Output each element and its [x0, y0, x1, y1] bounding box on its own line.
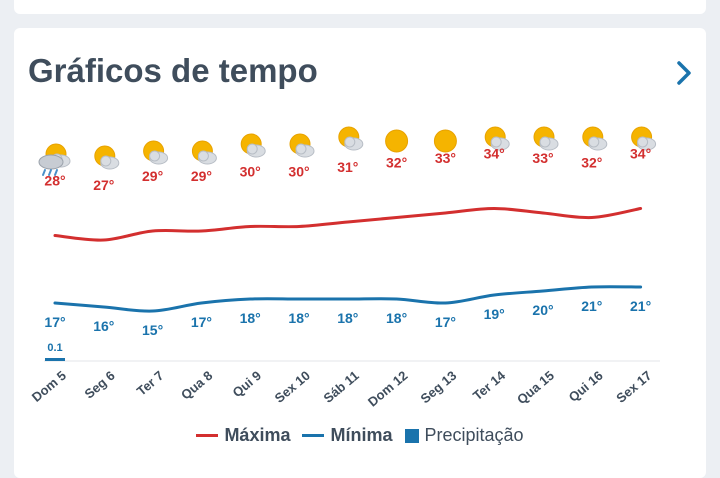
legend-max-label: Máxima: [224, 425, 291, 445]
legend-min-swatch: [302, 434, 325, 437]
max-temp-label: 30°: [240, 164, 261, 180]
max-temp-label: 33°: [435, 150, 456, 166]
sun-cloud-icon: [631, 126, 657, 151]
legend-precip-label: Precipitação: [424, 425, 524, 445]
max-temperature-line: [53, 206, 643, 242]
x-tick-label: Seg 6: [82, 368, 118, 402]
sun-icon: [385, 129, 409, 153]
max-temp-label: 34°: [484, 146, 505, 162]
x-tick-label: Ter 7: [134, 368, 167, 399]
chevron-right-icon[interactable]: [672, 58, 696, 88]
min-temp-label: 16°: [93, 318, 114, 334]
max-temp-label: 33°: [532, 150, 553, 166]
x-tick-label: Qui 9: [230, 368, 265, 400]
chart-legend: Máxima Mínima Precipitação: [14, 425, 706, 446]
legend-max-swatch: [196, 434, 219, 437]
x-tick-label: Qua 15: [514, 368, 557, 407]
min-temp-label: 18°: [337, 310, 358, 326]
x-tick-label: Sex 10: [272, 368, 313, 406]
sun-cloud-icon: [338, 126, 364, 151]
max-temp-label: 34°: [630, 146, 651, 162]
x-tick-label: Dom 5: [29, 368, 69, 405]
sun-cloud-icon: [143, 140, 169, 165]
min-temp-label: 20°: [532, 302, 553, 318]
max-temp-label: 29°: [142, 168, 163, 184]
min-temp-label: 17°: [44, 314, 65, 330]
sun-cloud-icon: [484, 126, 510, 151]
max-temp-label: 30°: [288, 164, 309, 180]
legend-precip[interactable]: Precipitação: [404, 425, 524, 446]
max-temp-label: 29°: [191, 168, 212, 184]
x-tick-label: Dom 12: [365, 368, 411, 410]
x-tick-label: Ter 14: [470, 367, 509, 403]
sun-icon: [433, 129, 457, 153]
weather-charts-card: Gráficos de tempo 28° 27° 29° 29° 30° 30° 31° 3…: [14, 28, 706, 478]
min-temp-label: 18°: [240, 310, 261, 326]
x-tick-label: Sáb 11: [321, 368, 362, 406]
x-tick-label: Qui 16: [566, 368, 606, 405]
max-temp-label: 32°: [386, 155, 407, 171]
max-temp-label: 27°: [93, 177, 114, 193]
max-temp-label: 28°: [44, 173, 65, 189]
legend-min-label: Mínima: [330, 425, 393, 445]
precipitation-bar: [45, 358, 65, 361]
sun-cloud-icon: [240, 133, 266, 158]
min-temp-label: 18°: [288, 310, 309, 326]
max-temp-label: 32°: [581, 155, 602, 171]
legend-max[interactable]: Máxima: [196, 425, 290, 446]
min-temp-label: 15°: [142, 322, 163, 338]
x-tick-label: Sex 17: [613, 368, 654, 406]
min-temp-label: 21°: [630, 298, 651, 314]
sun-cloud-rain-icon: [38, 143, 71, 176]
x-tick-label: Seg 13: [418, 368, 460, 406]
legend-precip-swatch: [404, 428, 419, 443]
sun-cloud-icon: [191, 140, 217, 165]
sun-cloud-icon: [289, 133, 315, 158]
min-temp-label: 17°: [191, 314, 212, 330]
previous-card: [14, 0, 706, 14]
legend-min[interactable]: Mínima: [302, 425, 393, 446]
min-temp-label: 18°: [386, 310, 407, 326]
sun-cloud-icon: [94, 145, 120, 170]
card-title: Gráficos de tempo: [28, 52, 318, 89]
precipitation-label: 0.1: [47, 342, 62, 354]
max-temp-label: 31°: [337, 159, 358, 175]
temperature-chart: 28° 27° 29° 29° 30° 30° 31° 32° 33° 34° 33° 32° 34° 1…: [29, 126, 660, 410]
min-temp-label: 19°: [484, 306, 505, 322]
x-tick-label: Qua 8: [178, 368, 215, 403]
sun-cloud-icon: [582, 126, 608, 151]
min-temp-label: 21°: [581, 298, 602, 314]
min-temperature-line: [53, 285, 643, 313]
sun-cloud-icon: [533, 126, 559, 151]
min-temp-label: 17°: [435, 314, 456, 330]
